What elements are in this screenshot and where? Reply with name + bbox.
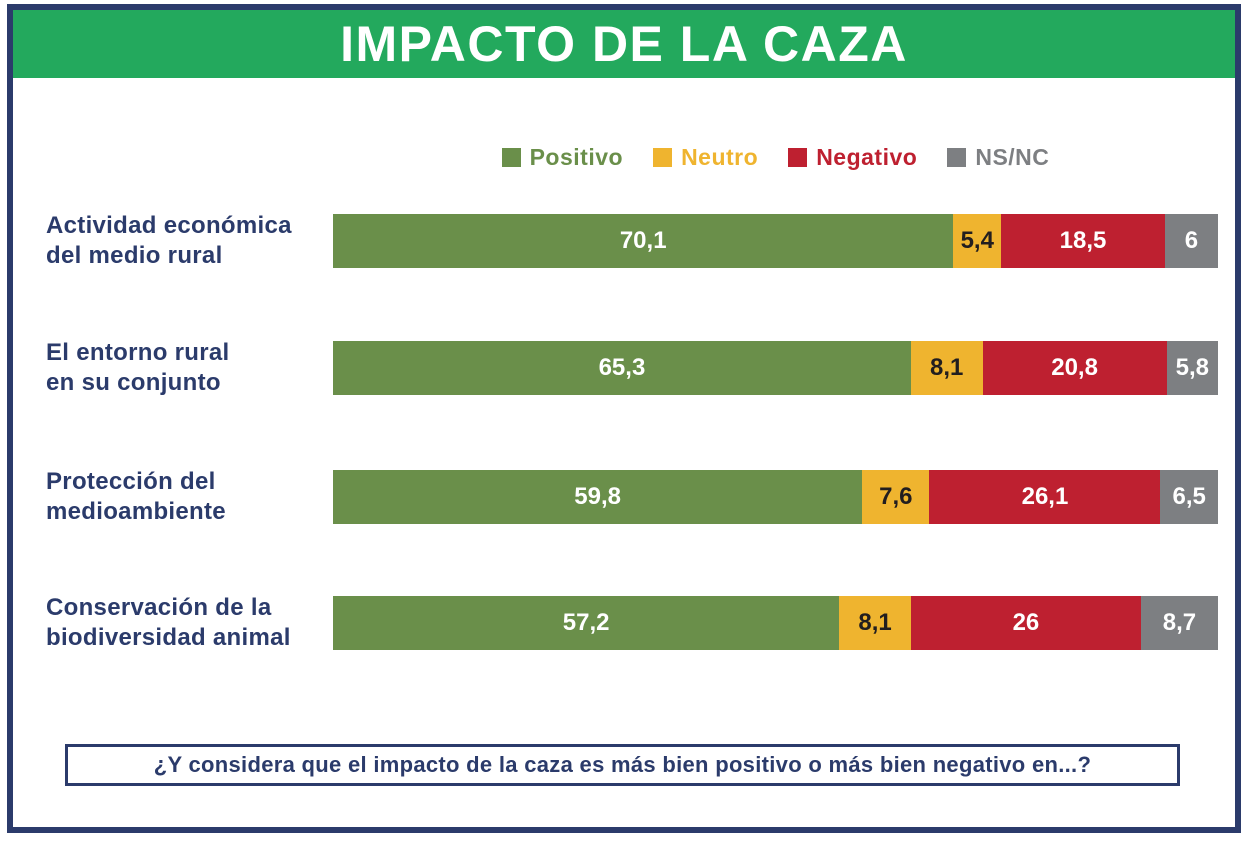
segment-value: 26 xyxy=(1012,609,1040,636)
legend-label-positivo: Positivo xyxy=(529,144,624,170)
legend: Positivo Neutro Negativo NS/NC xyxy=(333,146,1218,169)
page-title: IMPACTO DE LA CAZA xyxy=(340,16,908,72)
negativo-swatch-icon xyxy=(788,148,808,167)
category-label-line: Conservación de la xyxy=(46,594,272,621)
bar-segment-positivo: 57,2 xyxy=(333,596,840,650)
bar-segment-negativo: 20,8 xyxy=(982,341,1167,395)
segment-value: 5,8 xyxy=(1175,354,1209,381)
bar-segment-positivo: 59,8 xyxy=(333,470,863,524)
header-banner: IMPACTO DE LA CAZA xyxy=(13,10,1235,78)
legend-label-neutro: Neutro xyxy=(681,144,759,170)
segment-value: 57,2 xyxy=(562,609,610,636)
legend-label-nsnc: NS/NC xyxy=(975,144,1050,170)
category-label: El entorno rural en su conjunto xyxy=(13,338,333,398)
segment-value: 20,8 xyxy=(1051,354,1098,381)
segment-value: 6 xyxy=(1184,227,1199,254)
legend-label-negativo: Negativo xyxy=(816,144,918,170)
bar-segment-nsnc: 6 xyxy=(1164,214,1218,268)
bar-segment-nsnc: 8,7 xyxy=(1140,596,1218,650)
stacked-bar: 70,1 5,4 18,5 6 xyxy=(333,214,1218,268)
segment-value: 65,3 xyxy=(598,354,646,381)
bar-segment-neutro: 7,6 xyxy=(862,470,930,524)
legend-item-neutro: Neutro xyxy=(653,146,758,169)
category-label: Actividad económica del medio rural xyxy=(13,211,333,271)
segment-value: 6,5 xyxy=(1172,483,1206,510)
segment-value: 8,1 xyxy=(930,354,964,381)
category-label-line: Protección del xyxy=(46,468,216,495)
bar-segment-negativo: 18,5 xyxy=(1001,214,1165,268)
category-label-line: del medio rural xyxy=(46,242,223,269)
category-label-line: El entorno rural xyxy=(46,339,230,366)
legend-item-nsnc: NS/NC xyxy=(947,146,1049,169)
category-label: Conservación de la biodiversidad animal xyxy=(13,593,333,653)
bar-segment-nsnc: 5,8 xyxy=(1166,341,1218,395)
category-label-line: Actividad económica xyxy=(46,212,292,239)
category-label: Protección del medioambiente xyxy=(13,467,333,527)
legend-item-positivo: Positivo xyxy=(501,144,624,170)
stacked-bar: 65,3 8,1 20,8 5,8 xyxy=(333,341,1218,395)
category-label-line: biodiversidad animal xyxy=(46,624,291,651)
chart-row: Conservación de la biodiversidad animal 57… xyxy=(13,593,1218,653)
bar-segment-positivo: 65,3 xyxy=(333,341,911,395)
segment-value: 18,5 xyxy=(1059,227,1107,254)
bar-segment-neutro: 8,1 xyxy=(910,341,983,395)
legend-item-negativo: Negativo xyxy=(788,146,917,169)
segment-value: 8,1 xyxy=(858,609,892,636)
question-box: ¿Y considera que el impacto de la caza e… xyxy=(65,744,1180,786)
segment-value: 8,7 xyxy=(1162,609,1197,636)
segment-value: 59,8 xyxy=(574,483,621,510)
frame-border: IMPACTO DE LA CAZA Positivo Neutro Negativ… xyxy=(7,4,1241,833)
bar-segment-nsnc: 6,5 xyxy=(1160,470,1218,524)
category-label-line: en su conjunto xyxy=(46,369,221,396)
segment-value: 7,6 xyxy=(879,483,913,510)
question-text: ¿Y considera que el impacto de la caza e… xyxy=(153,752,1092,777)
stacked-bar: 57,2 8,1 26 8,7 xyxy=(333,596,1218,650)
stacked-bar: 59,8 7,6 26,1 6,5 xyxy=(333,470,1218,524)
bar-segment-positivo: 70,1 xyxy=(333,214,954,268)
chart-row: Actividad económica del medio rural 70,1 5,… xyxy=(13,211,1218,271)
chart-row: El entorno rural en su conjunto 65,3 8,1 20,… xyxy=(13,338,1218,398)
bar-segment-negativo: 26 xyxy=(910,596,1141,650)
category-label-line: medioambiente xyxy=(46,498,226,525)
segment-value: 5,4 xyxy=(960,227,994,254)
bar-segment-negativo: 26,1 xyxy=(929,470,1161,524)
segment-value: 70,1 xyxy=(619,227,667,254)
bar-segment-neutro: 5,4 xyxy=(953,214,1002,268)
nsnc-swatch-icon xyxy=(947,148,967,167)
chart-row: Protección del medioambiente 59,8 7,6 26,1 6,… xyxy=(13,467,1218,527)
positivo-swatch-icon xyxy=(501,148,521,167)
neutro-swatch-icon xyxy=(653,148,673,167)
bar-segment-neutro: 8,1 xyxy=(839,596,911,650)
segment-value: 26,1 xyxy=(1021,483,1069,510)
